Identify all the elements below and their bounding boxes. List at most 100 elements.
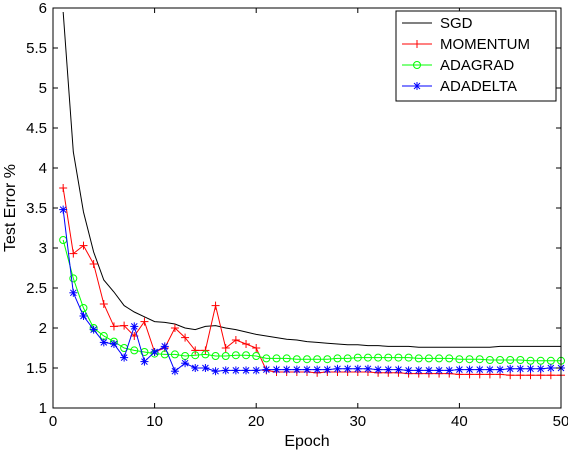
- data-point-adagrad: [465, 355, 474, 364]
- data-point-adagrad: [231, 351, 240, 360]
- y-tick-label: 1: [39, 400, 47, 417]
- data-point-adadelta: [455, 365, 464, 374]
- data-point-momentum: [170, 324, 179, 332]
- data-point-adadelta: [181, 359, 190, 368]
- data-point-adadelta: [170, 367, 179, 376]
- data-point-adadelta: [516, 364, 525, 373]
- x-tick-label: 20: [248, 413, 265, 430]
- legend-marker-momentum: [413, 40, 421, 48]
- data-point-adadelta: [262, 365, 271, 374]
- y-tick-label: 3.5: [26, 200, 47, 217]
- data-point-adadelta: [303, 365, 311, 374]
- data-point-adagrad: [363, 353, 372, 362]
- data-point-momentum: [59, 184, 68, 192]
- data-point-adadelta: [343, 364, 352, 373]
- data-point-adagrad: [404, 353, 413, 362]
- data-point-adadelta: [333, 364, 342, 373]
- legend-label-sgd: SGD: [440, 15, 473, 32]
- data-point-adadelta: [211, 367, 220, 376]
- data-point-adagrad: [191, 351, 200, 360]
- data-point-adadelta: [221, 366, 230, 375]
- data-point-adadelta: [313, 365, 322, 374]
- data-point-adadelta: [201, 364, 210, 372]
- data-point-adadelta: [89, 325, 98, 334]
- data-point-adagrad: [414, 354, 423, 363]
- series-layer: [59, 11, 565, 380]
- data-point-momentum: [546, 371, 555, 380]
- y-tick-label: 1.5: [26, 360, 47, 377]
- data-point-adagrad: [435, 354, 444, 363]
- legend-item-momentum: MOMENTUM: [402, 36, 530, 53]
- y-tick-label: 5.5: [26, 40, 47, 57]
- data-point-adagrad: [272, 354, 281, 363]
- data-point-adadelta: [59, 205, 68, 214]
- data-point-adadelta: [496, 365, 505, 374]
- data-point-adagrad: [130, 346, 139, 355]
- data-point-momentum: [99, 300, 108, 308]
- data-point-adagrad: [333, 354, 342, 363]
- data-point-adadelta: [363, 364, 372, 373]
- data-point-adadelta: [506, 364, 515, 373]
- data-point-adadelta: [130, 322, 139, 331]
- data-point-adagrad: [496, 356, 505, 364]
- data-point-adagrad: [252, 352, 261, 360]
- data-point-momentum: [140, 317, 149, 326]
- data-point-adadelta: [424, 366, 433, 375]
- legend-label-adadelta: ADADELTA: [440, 78, 517, 95]
- data-point-adadelta: [99, 338, 108, 347]
- data-point-adagrad: [303, 355, 311, 364]
- data-point-adadelta: [475, 365, 484, 374]
- data-point-momentum: [231, 336, 240, 344]
- data-point-adagrad: [516, 356, 525, 364]
- x-tick-label: 50: [553, 413, 568, 430]
- data-point-adagrad: [353, 353, 362, 362]
- data-point-momentum: [79, 241, 88, 250]
- data-point-adadelta: [384, 365, 393, 374]
- data-point-adadelta: [109, 340, 118, 348]
- data-point-adadelta: [374, 365, 383, 374]
- legend-item-sgd: SGD: [402, 15, 473, 32]
- y-tick-label: 3: [39, 240, 47, 257]
- y-tick-label: 4: [39, 160, 47, 177]
- data-point-adagrad: [313, 355, 322, 364]
- y-tick-label: 6: [39, 0, 47, 17]
- series-line-adagrad: [62, 239, 561, 362]
- series-line-sgd: [62, 11, 561, 348]
- x-tick-label: 10: [146, 413, 163, 430]
- data-point-adadelta: [140, 357, 149, 366]
- legend-label-momentum: MOMENTUM: [440, 36, 530, 53]
- y-axis-label: Test Error %: [2, 164, 19, 252]
- data-point-adagrad: [374, 353, 383, 362]
- data-point-adadelta: [485, 365, 494, 374]
- data-point-adagrad: [282, 354, 291, 363]
- data-point-adagrad: [262, 354, 271, 363]
- data-point-adagrad: [140, 348, 149, 356]
- data-point-adadelta: [252, 366, 261, 375]
- x-tick-label: 40: [451, 413, 468, 430]
- data-point-adadelta: [160, 342, 169, 351]
- x-axis-label: Epoch: [284, 433, 329, 450]
- data-point-adagrad: [201, 350, 210, 359]
- x-tick-label: 30: [349, 413, 366, 430]
- data-point-adagrad: [475, 355, 484, 364]
- data-point-adagrad: [211, 352, 220, 360]
- series-sgd: [62, 11, 561, 348]
- data-point-momentum: [242, 340, 251, 348]
- data-point-adagrad: [292, 355, 301, 364]
- data-point-adadelta: [69, 288, 78, 297]
- data-point-adadelta: [150, 348, 159, 356]
- data-point-adagrad: [445, 354, 454, 363]
- y-tick-label: 2.5: [26, 280, 47, 297]
- data-point-momentum: [109, 322, 118, 331]
- legend-item-adagrad: ADAGRAD: [402, 57, 514, 74]
- data-point-adagrad: [485, 356, 494, 364]
- data-point-momentum: [120, 321, 129, 330]
- legend-item-adadelta: ADADELTA: [402, 78, 517, 95]
- data-point-adadelta: [445, 366, 454, 375]
- data-point-adagrad: [323, 355, 332, 364]
- data-point-adagrad: [526, 356, 535, 365]
- data-point-adagrad: [384, 353, 393, 362]
- data-point-momentum: [211, 301, 220, 310]
- data-point-momentum: [89, 260, 98, 268]
- data-point-adadelta: [526, 364, 535, 373]
